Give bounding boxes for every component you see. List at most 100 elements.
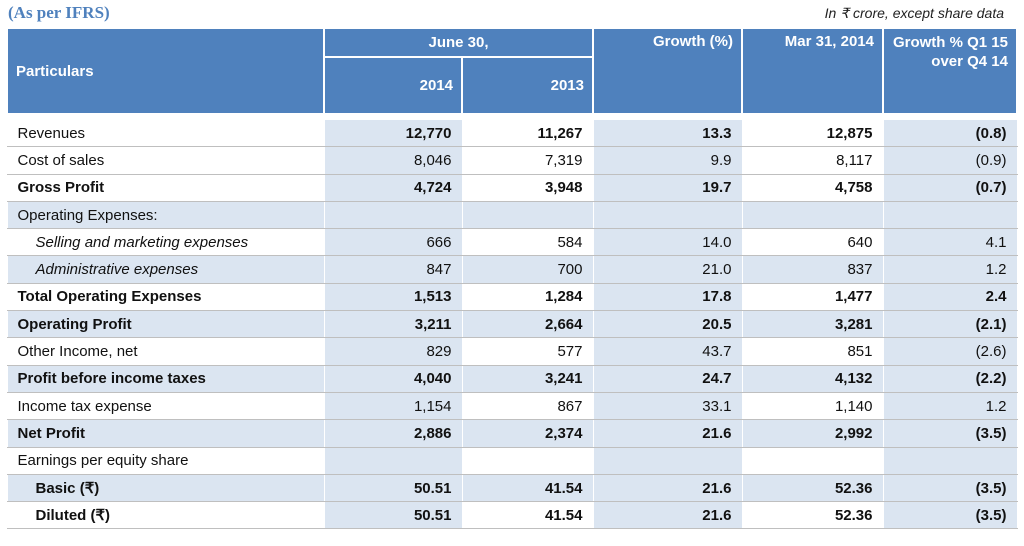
cell-2013: 41.54 <box>461 501 594 530</box>
row-label: Operating Expenses: <box>6 200 325 230</box>
row-label: Total Operating Expenses <box>6 282 325 312</box>
row-label: Diluted (₹) <box>6 501 325 530</box>
cell-growth-q: (2.2) <box>882 364 1018 393</box>
cell-growth: 21.0 <box>592 255 743 284</box>
cell-2014: 829 <box>323 337 463 366</box>
table-row: Total Operating Expenses 1,513 1,284 17.… <box>6 282 1018 312</box>
cell-2014 <box>323 446 463 475</box>
cell-growth: 14.0 <box>592 228 743 257</box>
cell-2014: 666 <box>323 228 463 257</box>
table-row: Operating Profit 3,211 2,664 20.5 3,281 … <box>6 310 1018 339</box>
header-june: June 30, <box>323 27 594 58</box>
row-label: Administrative expenses <box>6 255 325 284</box>
cell-2014: 50.51 <box>323 501 463 530</box>
cell-mar <box>741 200 884 230</box>
table-row: Revenues 12,770 11,267 13.3 12,875 (0.8) <box>6 118 1018 148</box>
cell-growth-q: 1.2 <box>882 255 1018 284</box>
row-label: Income tax expense <box>6 391 325 421</box>
cell-growth: 19.7 <box>592 173 743 202</box>
cell-growth: 21.6 <box>592 419 743 448</box>
table-row: Net Profit 2,886 2,374 21.6 2,992 (3.5) <box>6 419 1018 448</box>
cell-mar: 837 <box>741 255 884 284</box>
cell-mar: 3,281 <box>741 310 884 339</box>
cell-2013: 584 <box>461 228 594 257</box>
cell-growth: 9.9 <box>592 146 743 175</box>
row-label: Earnings per equity share <box>6 446 325 475</box>
cell-growth-q: (0.7) <box>882 173 1018 202</box>
cell-growth: 43.7 <box>592 337 743 366</box>
cell-2014: 12,770 <box>323 118 463 148</box>
cell-2014: 847 <box>323 255 463 284</box>
cell-growth-q: (2.6) <box>882 337 1018 366</box>
title-bar: (As per IFRS) In ₹ crore, except share d… <box>0 0 1024 28</box>
cell-growth-q <box>882 200 1018 230</box>
cell-growth-q: (3.5) <box>882 473 1018 503</box>
cell-2013: 1,284 <box>461 282 594 312</box>
cell-mar: 851 <box>741 337 884 366</box>
cell-mar: 1,477 <box>741 282 884 312</box>
table-row: Operating Expenses: <box>6 200 1018 230</box>
table-row: Earnings per equity share <box>6 446 1018 475</box>
cell-growth: 21.6 <box>592 501 743 530</box>
cell-2014: 1,154 <box>323 391 463 421</box>
cell-growth-q: 4.1 <box>882 228 1018 257</box>
units-note: In ₹ crore, except share data <box>824 5 1004 21</box>
row-label: Net Profit <box>6 419 325 448</box>
cell-growth-q: (3.5) <box>882 419 1018 448</box>
header-mar: Mar 31, 2014 <box>741 27 884 115</box>
table-row: Gross Profit 4,724 3,948 19.7 4,758 (0.7… <box>6 173 1018 202</box>
row-label: Selling and marketing expenses <box>6 228 325 257</box>
cell-growth: 13.3 <box>592 118 743 148</box>
cell-2013: 700 <box>461 255 594 284</box>
row-label: Other Income, net <box>6 337 325 366</box>
cell-growth-q: (2.1) <box>882 310 1018 339</box>
cell-mar: 4,758 <box>741 173 884 202</box>
cell-2013: 3,948 <box>461 173 594 202</box>
ifrs-note: (As per IFRS) <box>8 3 110 22</box>
cell-2014: 8,046 <box>323 146 463 175</box>
cell-2014: 4,724 <box>323 173 463 202</box>
cell-mar: 52.36 <box>741 501 884 530</box>
cell-growth <box>592 200 743 230</box>
cell-growth-q: 2.4 <box>882 282 1018 312</box>
row-label: Gross Profit <box>6 173 325 202</box>
cell-growth <box>592 446 743 475</box>
row-label: Operating Profit <box>6 310 325 339</box>
row-label: Revenues <box>6 118 325 148</box>
cell-2013: 41.54 <box>461 473 594 503</box>
cell-2013 <box>461 446 594 475</box>
table-row: Selling and marketing expenses 666 584 1… <box>6 228 1018 257</box>
cell-growth: 24.7 <box>592 364 743 393</box>
cell-mar: 2,992 <box>741 419 884 448</box>
cell-mar: 52.36 <box>741 473 884 503</box>
table-row: Diluted (₹) 50.51 41.54 21.6 52.36 (3.5) <box>6 501 1018 530</box>
cell-2014: 2,886 <box>323 419 463 448</box>
table-row: Income tax expense 1,154 867 33.1 1,140 … <box>6 391 1018 421</box>
table-row: Profit before income taxes 4,040 3,241 2… <box>6 364 1018 393</box>
cell-2014: 50.51 <box>323 473 463 503</box>
cell-growth-q: (0.9) <box>882 146 1018 175</box>
cell-2014: 3,211 <box>323 310 463 339</box>
cell-2014: 4,040 <box>323 364 463 393</box>
cell-2013: 11,267 <box>461 118 594 148</box>
cell-growth-q: 1.2 <box>882 391 1018 421</box>
table-row: Cost of sales 8,046 7,319 9.9 8,117 (0.9… <box>6 146 1018 175</box>
financial-table: Particulars June 30, Growth (%) Mar 31, … <box>6 27 1018 530</box>
cell-mar <box>741 446 884 475</box>
cell-2013: 7,319 <box>461 146 594 175</box>
header-growth: Growth (%) <box>592 27 743 115</box>
cell-2013 <box>461 200 594 230</box>
cell-growth: 17.8 <box>592 282 743 312</box>
header-2014: 2014 <box>323 55 463 116</box>
cell-2013: 3,241 <box>461 364 594 393</box>
cell-2014: 1,513 <box>323 282 463 312</box>
cell-growth-q: (3.5) <box>882 501 1018 530</box>
header-growth-q: Growth % Q1 15 over Q4 14 <box>882 27 1018 115</box>
row-label: Basic (₹) <box>6 473 325 503</box>
cell-mar: 1,140 <box>741 391 884 421</box>
cell-2013: 577 <box>461 337 594 366</box>
cell-mar: 4,132 <box>741 364 884 393</box>
table-row: Basic (₹) 50.51 41.54 21.6 52.36 (3.5) <box>6 473 1018 503</box>
cell-mar: 640 <box>741 228 884 257</box>
row-label: Profit before income taxes <box>6 364 325 393</box>
